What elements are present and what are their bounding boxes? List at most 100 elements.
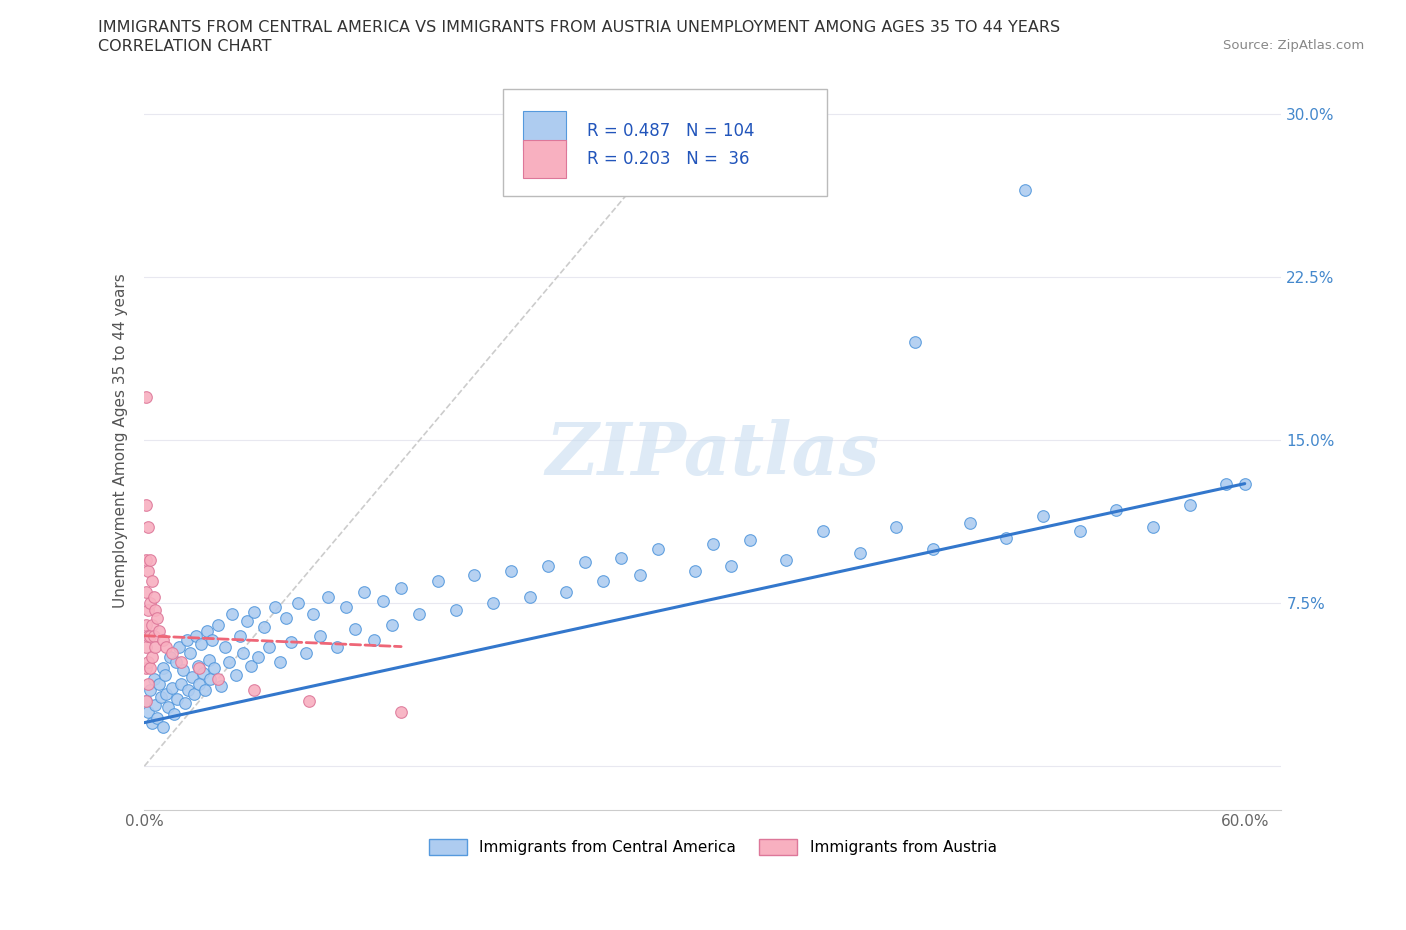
- Text: R = 0.487   N = 104: R = 0.487 N = 104: [586, 122, 754, 140]
- Point: [179, 645, 201, 660]
- Point: [884, 520, 907, 535]
- Point: [139, 629, 162, 644]
- Point: [183, 687, 205, 702]
- Point: [628, 567, 651, 582]
- Point: [574, 554, 596, 569]
- Point: [738, 533, 761, 548]
- Point: [145, 698, 167, 712]
- Point: [647, 541, 669, 556]
- Point: [173, 696, 195, 711]
- Point: [159, 650, 181, 665]
- Point: [263, 600, 285, 615]
- Point: [145, 639, 167, 654]
- Legend: Immigrants from Central America, Immigrants from Austria: Immigrants from Central America, Immigra…: [423, 832, 1002, 861]
- Point: [177, 683, 200, 698]
- Point: [209, 678, 232, 693]
- Point: [720, 559, 742, 574]
- Point: [848, 546, 870, 561]
- Point: [141, 574, 163, 589]
- Point: [243, 604, 266, 619]
- Point: [501, 563, 523, 578]
- Point: [1069, 524, 1091, 538]
- Point: [257, 639, 280, 654]
- Point: [136, 704, 159, 719]
- Point: [155, 687, 177, 702]
- Point: [160, 681, 183, 696]
- Point: [959, 515, 981, 530]
- Point: [389, 704, 412, 719]
- Point: [148, 624, 170, 639]
- Point: [197, 652, 219, 667]
- Point: [463, 567, 485, 582]
- Point: [194, 683, 217, 698]
- Point: [214, 639, 236, 654]
- Point: [221, 606, 243, 621]
- Point: [145, 603, 167, 618]
- Point: [207, 671, 229, 686]
- Point: [309, 629, 332, 644]
- Point: [389, 580, 412, 595]
- Point: [610, 550, 633, 565]
- Point: [482, 596, 505, 611]
- Point: [142, 590, 165, 604]
- Point: [135, 694, 157, 709]
- Bar: [523, 112, 567, 150]
- Point: [537, 559, 560, 574]
- Text: R = 0.203   N =  36: R = 0.203 N = 36: [586, 150, 749, 167]
- Y-axis label: Unemployment Among Ages 35 to 44 years: Unemployment Among Ages 35 to 44 years: [114, 272, 128, 607]
- Point: [922, 541, 945, 556]
- Point: [555, 585, 578, 600]
- Point: [1215, 476, 1237, 491]
- Point: [136, 676, 159, 691]
- Point: [139, 596, 162, 611]
- Point: [302, 606, 325, 621]
- Point: [139, 552, 162, 567]
- Point: [995, 530, 1018, 545]
- Point: [287, 596, 309, 611]
- Text: CORRELATION CHART: CORRELATION CHART: [98, 39, 271, 54]
- Point: [247, 650, 270, 665]
- Point: [136, 603, 159, 618]
- Point: [775, 552, 797, 567]
- Point: [683, 563, 706, 578]
- Point: [135, 585, 157, 600]
- Point: [135, 661, 157, 676]
- Bar: [523, 140, 567, 178]
- Point: [136, 629, 159, 644]
- FancyBboxPatch shape: [502, 89, 827, 196]
- Point: [191, 665, 214, 680]
- Point: [811, 524, 834, 538]
- Point: [426, 574, 449, 589]
- Point: [1014, 183, 1036, 198]
- Point: [408, 606, 430, 621]
- Point: [167, 639, 190, 654]
- Point: [236, 613, 259, 628]
- Point: [592, 574, 614, 589]
- Point: [316, 590, 339, 604]
- Point: [172, 663, 194, 678]
- Point: [152, 632, 174, 647]
- Point: [252, 619, 274, 634]
- Point: [176, 632, 198, 647]
- Point: [225, 668, 247, 683]
- Point: [200, 671, 222, 686]
- Point: [135, 390, 157, 405]
- Point: [353, 585, 375, 600]
- Point: [184, 629, 207, 644]
- Point: [326, 639, 349, 654]
- Point: [187, 658, 209, 673]
- Point: [1233, 476, 1256, 491]
- Point: [202, 661, 225, 676]
- Point: [188, 676, 211, 691]
- Point: [160, 645, 183, 660]
- Point: [152, 720, 174, 735]
- Text: IMMIGRANTS FROM CENTRAL AMERICA VS IMMIGRANTS FROM AUSTRIA UNEMPLOYMENT AMONG AG: IMMIGRANTS FROM CENTRAL AMERICA VS IMMIG…: [98, 20, 1060, 35]
- Point: [146, 611, 169, 626]
- Point: [201, 632, 224, 647]
- Point: [381, 618, 404, 632]
- Point: [190, 637, 212, 652]
- Point: [218, 655, 240, 670]
- Point: [195, 624, 218, 639]
- Point: [229, 629, 252, 644]
- Point: [136, 520, 159, 535]
